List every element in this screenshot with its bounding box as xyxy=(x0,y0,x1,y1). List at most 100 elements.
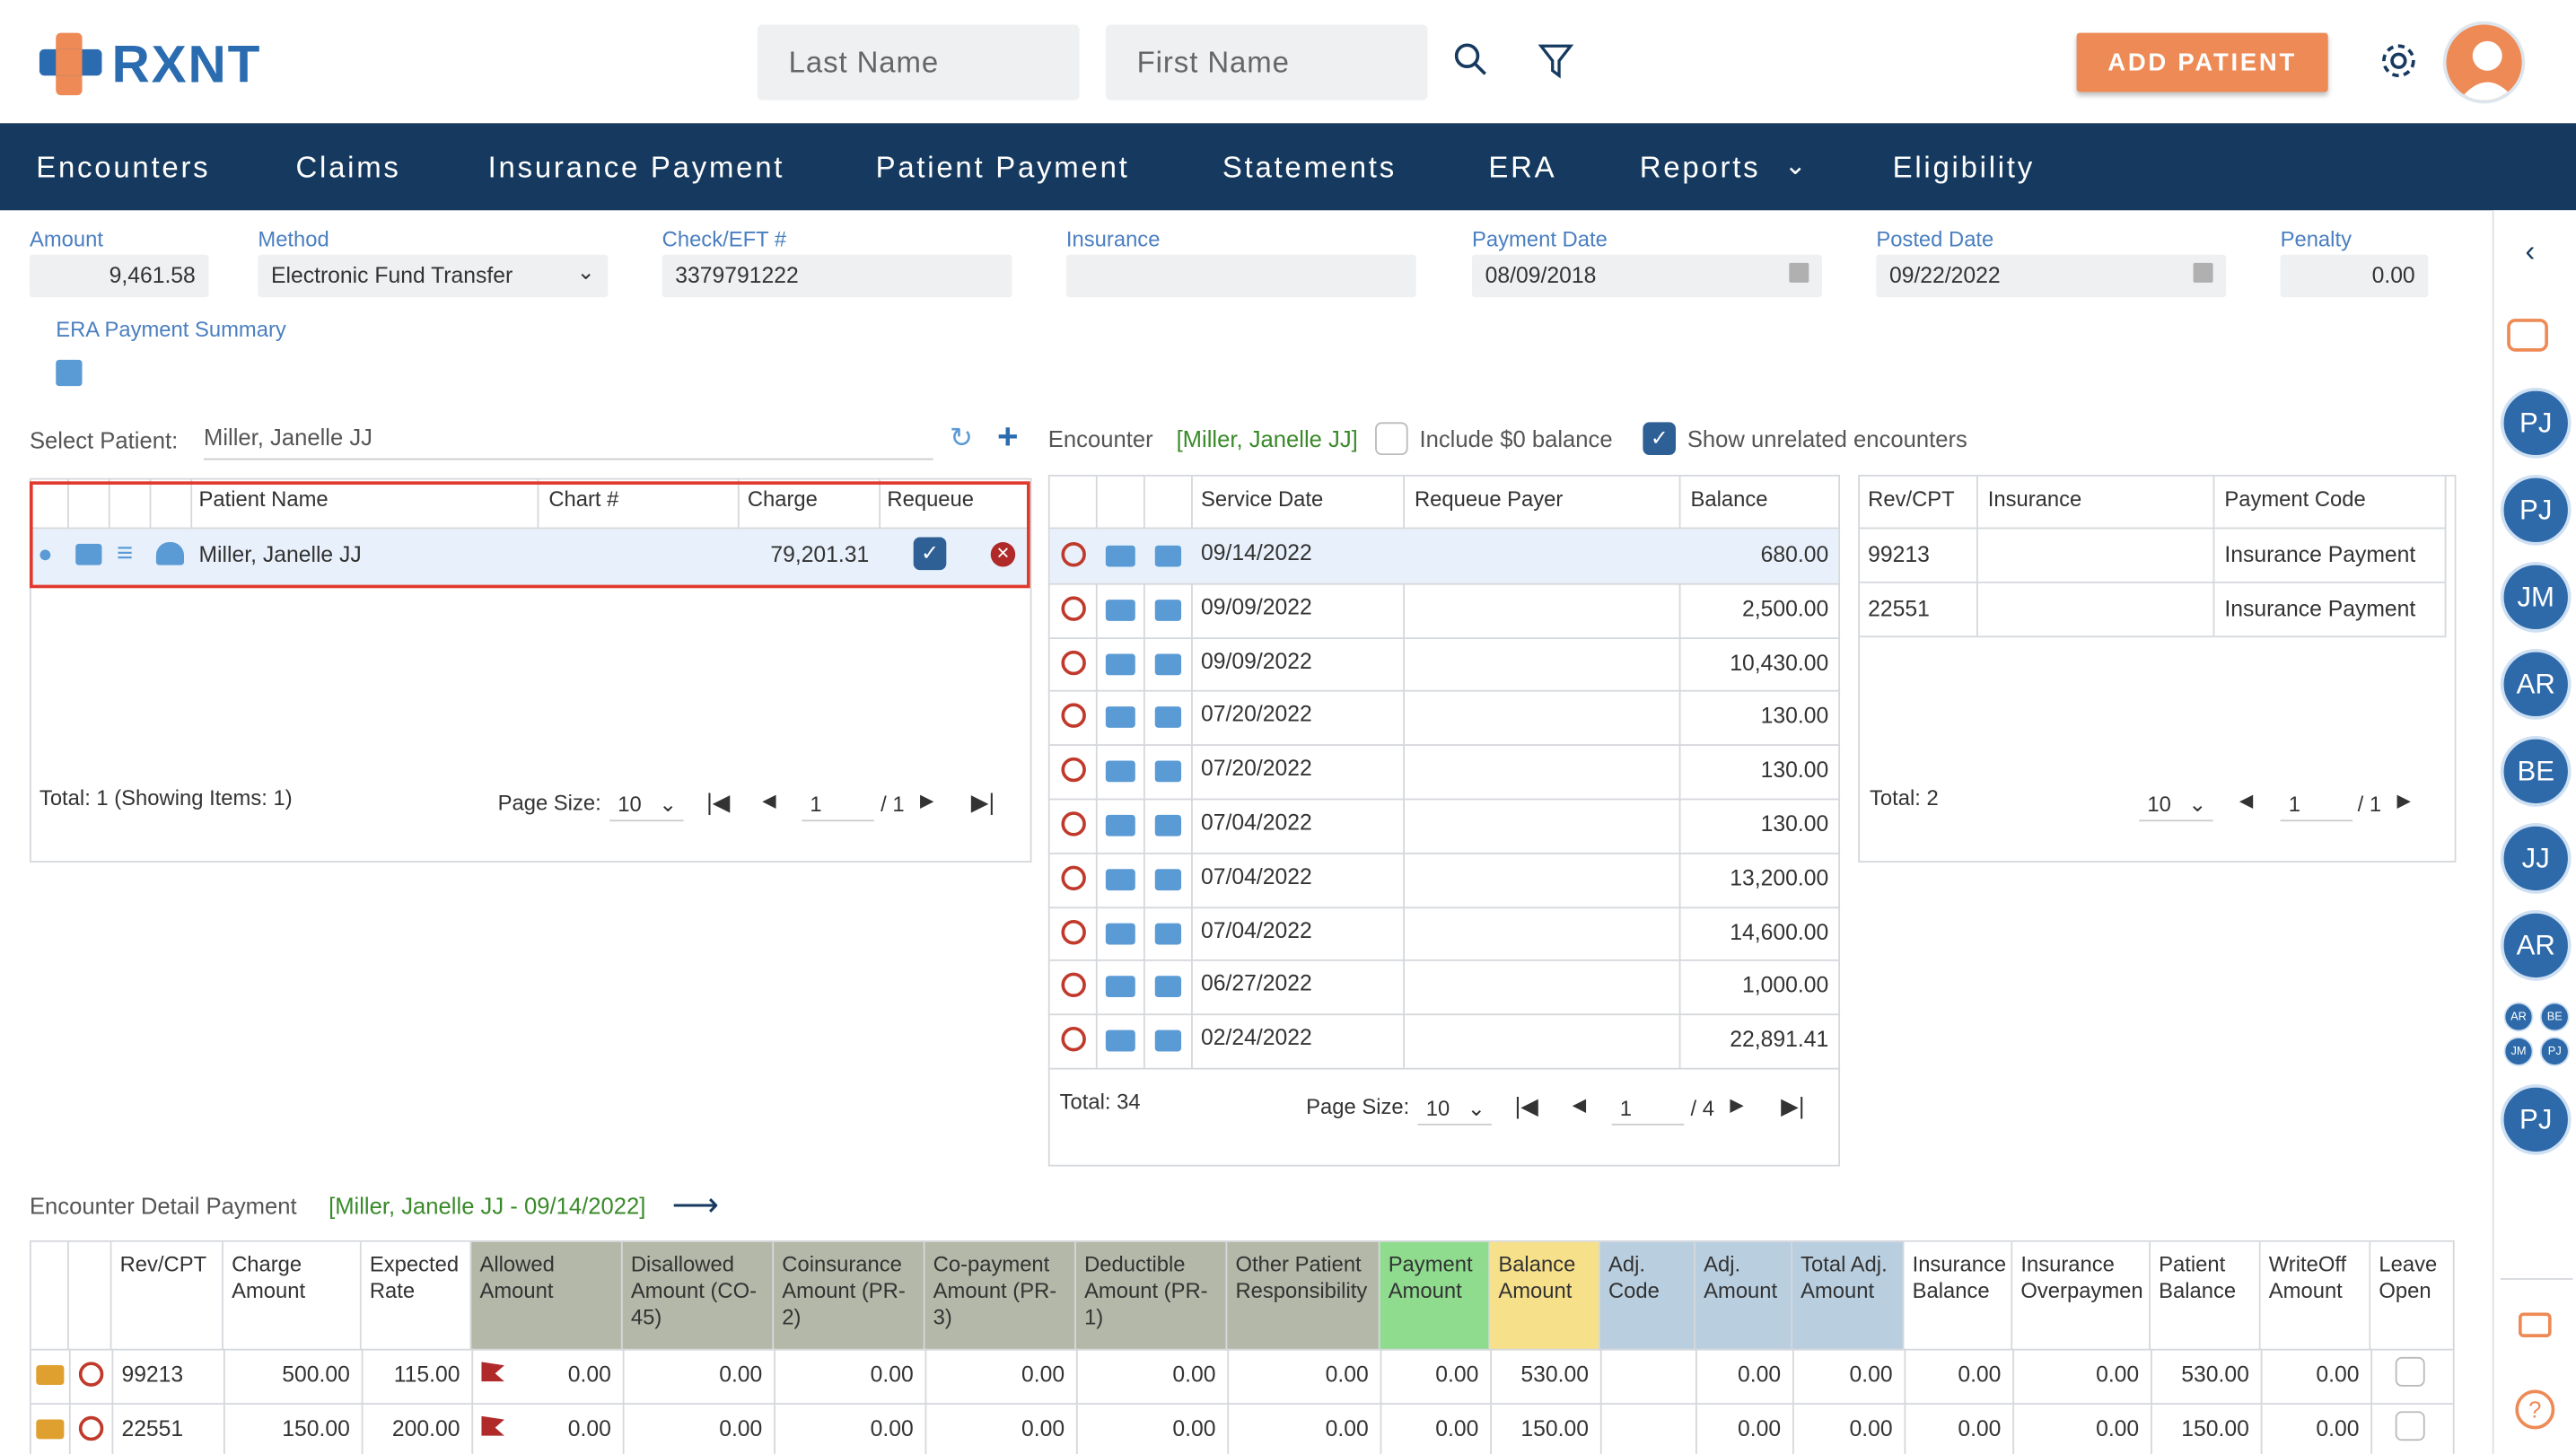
prev-page-icon[interactable]: ◀ xyxy=(2239,792,2254,812)
id-card-icon[interactable] xyxy=(1105,545,1135,567)
id-card-icon[interactable] xyxy=(1105,814,1135,836)
requeue-checkbox[interactable]: ✓ xyxy=(913,537,947,571)
briefcase-icon[interactable] xyxy=(1154,922,1182,944)
show-unrelated-checkbox[interactable]: ✓ xyxy=(1643,422,1677,456)
briefcase-icon[interactable] xyxy=(1154,1030,1182,1052)
detail-cell[interactable]: 0.00 xyxy=(1021,1415,1065,1441)
contact-avatar[interactable]: PJ xyxy=(2500,387,2572,459)
id-card-icon[interactable] xyxy=(1105,599,1135,621)
col-requeue[interactable]: Requeue xyxy=(887,486,975,512)
nav-patient-payment[interactable]: Patient Payment xyxy=(875,151,1130,185)
col-balance[interactable]: Balance xyxy=(1690,486,1768,512)
detail-cell[interactable]: 0.00 xyxy=(1435,1415,1479,1441)
refresh-icon[interactable]: ↻ xyxy=(949,422,974,454)
detail-col-header[interactable]: Adj. Amount xyxy=(1695,1241,1792,1351)
detail-cell[interactable]: 0.00 xyxy=(1172,1415,1216,1441)
leave-open-checkbox[interactable] xyxy=(2395,1356,2425,1387)
briefcase-icon[interactable] xyxy=(1154,653,1182,675)
include-zero-checkbox[interactable] xyxy=(1375,422,1408,456)
detail-cell[interactable]: 0.00 xyxy=(1738,1362,1782,1387)
rxnt-logo[interactable]: RXNT xyxy=(36,28,261,101)
encounter-page-input[interactable]: 1 xyxy=(1611,1092,1685,1126)
first-page-icon[interactable]: |◀ xyxy=(1514,1092,1538,1119)
briefcase-icon[interactable] xyxy=(1154,868,1182,890)
detail-col-header[interactable]: Balance Amount xyxy=(1490,1241,1600,1351)
select-patient-input[interactable]: Miller, Janelle JJ xyxy=(203,424,933,460)
contact-avatar[interactable]: AR xyxy=(2500,910,2572,981)
detail-col-header[interactable]: Insurance Balance xyxy=(1904,1241,2013,1351)
cpt-page-size-select[interactable]: 10 ⌄ xyxy=(2139,789,2213,822)
detail-cell[interactable]: 150.00 xyxy=(1520,1415,1589,1441)
detail-cell[interactable]: 0.00 xyxy=(1849,1415,1893,1441)
detail-cell[interactable]: 0.00 xyxy=(719,1415,763,1441)
calendar-icon[interactable] xyxy=(1789,262,1809,283)
detail-col-header[interactable]: Insurance Overpaymen xyxy=(2012,1241,2151,1351)
nav-era[interactable]: ERA xyxy=(1488,151,1557,185)
nav-reports[interactable]: Reports xyxy=(1639,151,1761,185)
detail-col-header[interactable]: Deductible Amount (PR-1) xyxy=(1075,1241,1228,1351)
detail-cell[interactable]: 0.00 xyxy=(1172,1362,1216,1387)
detail-cell[interactable]: 0.00 xyxy=(1021,1362,1065,1387)
col-rev-cpt[interactable]: Rev/CPT xyxy=(1868,486,1955,512)
contact-avatar[interactable]: PJ xyxy=(2500,1084,2572,1155)
prev-page-icon[interactable]: ◀ xyxy=(762,792,776,812)
prev-page-icon[interactable]: ◀ xyxy=(1572,1095,1587,1116)
last-page-icon[interactable]: ▶| xyxy=(1781,1092,1805,1119)
block-icon[interactable] xyxy=(1061,919,1086,944)
detail-cell[interactable]: 115.00 xyxy=(393,1362,460,1387)
col-service-date[interactable]: Service Date xyxy=(1201,486,1324,512)
detail-cell[interactable]: 0.00 xyxy=(2316,1362,2360,1387)
block-icon[interactable] xyxy=(78,1415,104,1441)
detail-col-header[interactable]: Other Patient Responsibility xyxy=(1227,1241,1380,1351)
block-icon[interactable] xyxy=(1061,758,1086,783)
page-input[interactable]: 1 xyxy=(802,789,874,822)
detail-col-header[interactable]: Allowed Amount xyxy=(471,1241,623,1351)
detail-col-header[interactable]: Rev/CPT xyxy=(111,1241,223,1351)
detail-cell[interactable]: 0.00 xyxy=(1738,1415,1782,1441)
block-icon[interactable] xyxy=(1061,811,1086,836)
contact-avatar[interactable]: BE xyxy=(2500,736,2572,807)
detail-cell[interactable]: 150.00 xyxy=(2181,1415,2249,1441)
detail-col-header[interactable]: Leave Open xyxy=(2370,1241,2455,1351)
detail-cell[interactable]: 0.00 xyxy=(1435,1362,1479,1387)
gear-icon[interactable] xyxy=(2378,39,2421,83)
check-field[interactable]: 3379791222 xyxy=(662,254,1012,298)
briefcase-icon[interactable] xyxy=(75,543,102,565)
col-payment-code[interactable]: Payment Code xyxy=(2224,486,2366,512)
briefcase-icon[interactable] xyxy=(1154,760,1182,783)
payment-date-field[interactable]: 08/09/2018 xyxy=(1472,254,1822,298)
detail-cell[interactable]: 0.00 xyxy=(870,1362,914,1387)
penalty-field[interactable]: 0.00 xyxy=(2280,254,2429,298)
leave-open-checkbox[interactable] xyxy=(2395,1411,2425,1441)
detail-cell[interactable]: 0.00 xyxy=(2096,1362,2140,1387)
briefcase-icon[interactable] xyxy=(1154,599,1182,621)
detail-col-header[interactable]: WriteOff Amount xyxy=(2260,1241,2371,1351)
next-page-icon[interactable]: ▶ xyxy=(920,792,934,812)
briefcase-icon[interactable] xyxy=(1154,545,1182,567)
detail-col-header[interactable]: Patient Balance xyxy=(2150,1241,2261,1351)
detail-col-header[interactable]: Coinsurance Amount (PR-2) xyxy=(774,1241,925,1351)
detail-cell[interactable]: 0.00 xyxy=(567,1415,611,1441)
detail-cell[interactable]: 0.00 xyxy=(2316,1415,2360,1441)
help-icon[interactable]: ? xyxy=(2515,1389,2555,1430)
contact-avatar[interactable]: AR xyxy=(2500,649,2572,720)
id-card-icon[interactable] xyxy=(1105,706,1135,729)
patient-row[interactable] xyxy=(31,529,1030,585)
detail-col-header[interactable]: Payment Amount xyxy=(1380,1241,1491,1351)
briefcase-icon[interactable] xyxy=(1154,706,1182,729)
detail-cell[interactable]: 500.00 xyxy=(282,1362,350,1387)
last-name-input[interactable]: Last Name xyxy=(757,24,1080,101)
contact-avatar[interactable]: PJ xyxy=(2500,474,2572,546)
detail-cell[interactable]: 150.00 xyxy=(282,1415,350,1441)
page-size-select[interactable]: 10 ⌄ xyxy=(609,789,684,822)
message-icon[interactable] xyxy=(2519,1312,2552,1337)
briefcase-icon[interactable] xyxy=(1154,814,1182,836)
block-icon[interactable] xyxy=(1061,973,1086,998)
id-card-icon[interactable] xyxy=(1105,922,1135,944)
group-avatars[interactable]: AR BE JM PJ xyxy=(2503,1002,2570,1068)
id-card-icon[interactable] xyxy=(1105,760,1135,783)
list-icon[interactable]: ≡ xyxy=(116,537,134,569)
method-select[interactable]: Electronic Fund Transfer ⌄ xyxy=(258,254,609,298)
nav-encounters[interactable]: Encounters xyxy=(36,151,211,185)
reports-chevron-down-icon[interactable]: ⌄ xyxy=(1783,153,1807,181)
